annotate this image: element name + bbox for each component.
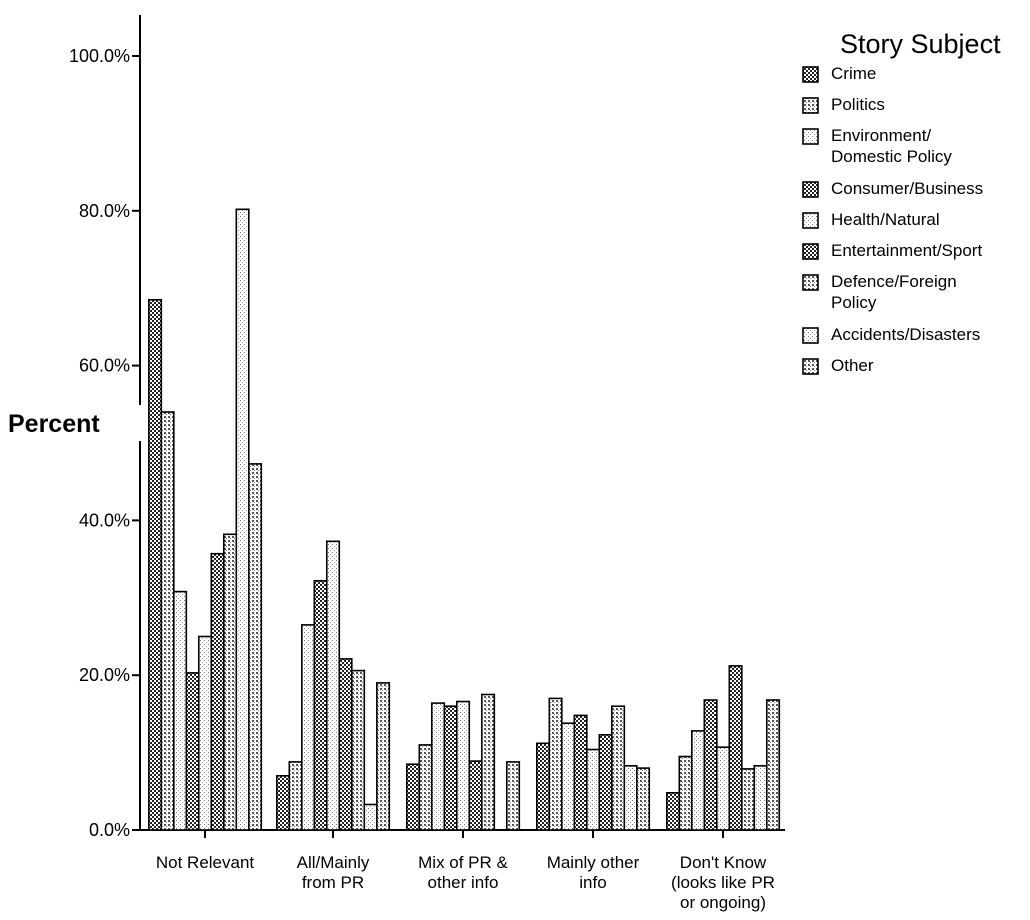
bar <box>173 590 188 831</box>
y-axis-title: Percent <box>8 410 100 438</box>
bar <box>148 298 163 831</box>
bar <box>430 702 446 831</box>
bar <box>728 665 743 831</box>
legend-swatch <box>802 274 819 291</box>
bar <box>455 700 471 831</box>
bar <box>418 744 433 831</box>
bar <box>350 669 366 831</box>
bar <box>623 764 638 831</box>
bar <box>198 635 213 831</box>
bars <box>148 208 781 831</box>
bar <box>210 552 225 831</box>
bar <box>665 791 681 831</box>
category-label: Don't Know (looks like PR or ongoing) <box>671 853 775 912</box>
bar <box>160 411 175 831</box>
bar <box>740 768 756 831</box>
bar <box>535 742 551 831</box>
legend-swatch <box>802 327 819 344</box>
bar <box>275 774 291 831</box>
legend-swatch <box>802 358 819 375</box>
y-tick-label: 60.0% <box>79 356 130 376</box>
y-tick-label: 100.0% <box>69 46 130 66</box>
bar <box>753 764 768 831</box>
legend-swatch <box>802 97 819 114</box>
legend-swatch <box>802 243 819 260</box>
y-label-backdrop <box>6 405 146 441</box>
bar <box>405 763 421 831</box>
legend-item-label: Crime <box>831 64 876 83</box>
bar <box>468 760 483 831</box>
bar <box>548 697 563 831</box>
bar <box>703 699 718 831</box>
bar <box>678 755 693 831</box>
bar <box>235 208 250 831</box>
bar <box>560 722 576 831</box>
y-tick-label: 0.0% <box>89 820 130 840</box>
legend-item-label: Other <box>831 356 874 375</box>
bar <box>480 693 496 831</box>
legend-swatch <box>802 212 819 229</box>
legend-item-label: Environment/Domestic Policy <box>831 126 952 166</box>
legend-swatch <box>802 66 819 83</box>
y-tick-label: 20.0% <box>79 665 130 685</box>
legend-item-label: Entertainment/Sport <box>831 241 982 260</box>
bar <box>573 714 588 831</box>
bar <box>313 579 328 831</box>
bar <box>598 733 613 831</box>
bar <box>288 761 303 831</box>
bar <box>765 699 781 831</box>
bar <box>223 533 238 831</box>
bar <box>325 540 341 831</box>
legend-item-label: Defence/Foreign Policy <box>831 272 957 312</box>
legend-item-label: Health/Natural <box>831 210 940 229</box>
y-axis-label: Percent <box>6 405 146 441</box>
legend-item-label: Accidents/Disasters <box>831 325 980 344</box>
bar <box>635 767 651 831</box>
legend-swatch <box>802 128 819 145</box>
bar <box>300 624 316 831</box>
category-labels: Not Relevant All/Mainly from PR Mix of PR &… <box>156 853 775 912</box>
bar <box>585 748 601 831</box>
category-label: Not Relevant <box>156 853 255 872</box>
bar <box>715 746 731 831</box>
bar <box>443 705 458 831</box>
bar <box>505 761 521 831</box>
bar <box>610 705 626 831</box>
bar <box>185 672 200 831</box>
bar <box>363 803 378 831</box>
bar <box>338 658 353 831</box>
bar <box>248 463 263 831</box>
legend-item-label: Consumer/Business <box>831 179 983 198</box>
bar <box>690 730 706 831</box>
bar <box>375 682 391 831</box>
category-label: Mainly other info <box>547 853 640 892</box>
legend-title: Story Subject <box>840 29 1001 59</box>
y-tick-label: 40.0% <box>79 510 130 530</box>
category-label: All/Mainly from PR <box>297 853 370 892</box>
category-label: Mix of PR & other info <box>418 853 508 892</box>
legend: Story Subject Crime Politics Environment/Do… <box>802 29 1001 375</box>
legend-item-label: Politics <box>831 95 885 114</box>
legend-swatch <box>802 181 819 198</box>
y-tick-label: 80.0% <box>79 201 130 221</box>
